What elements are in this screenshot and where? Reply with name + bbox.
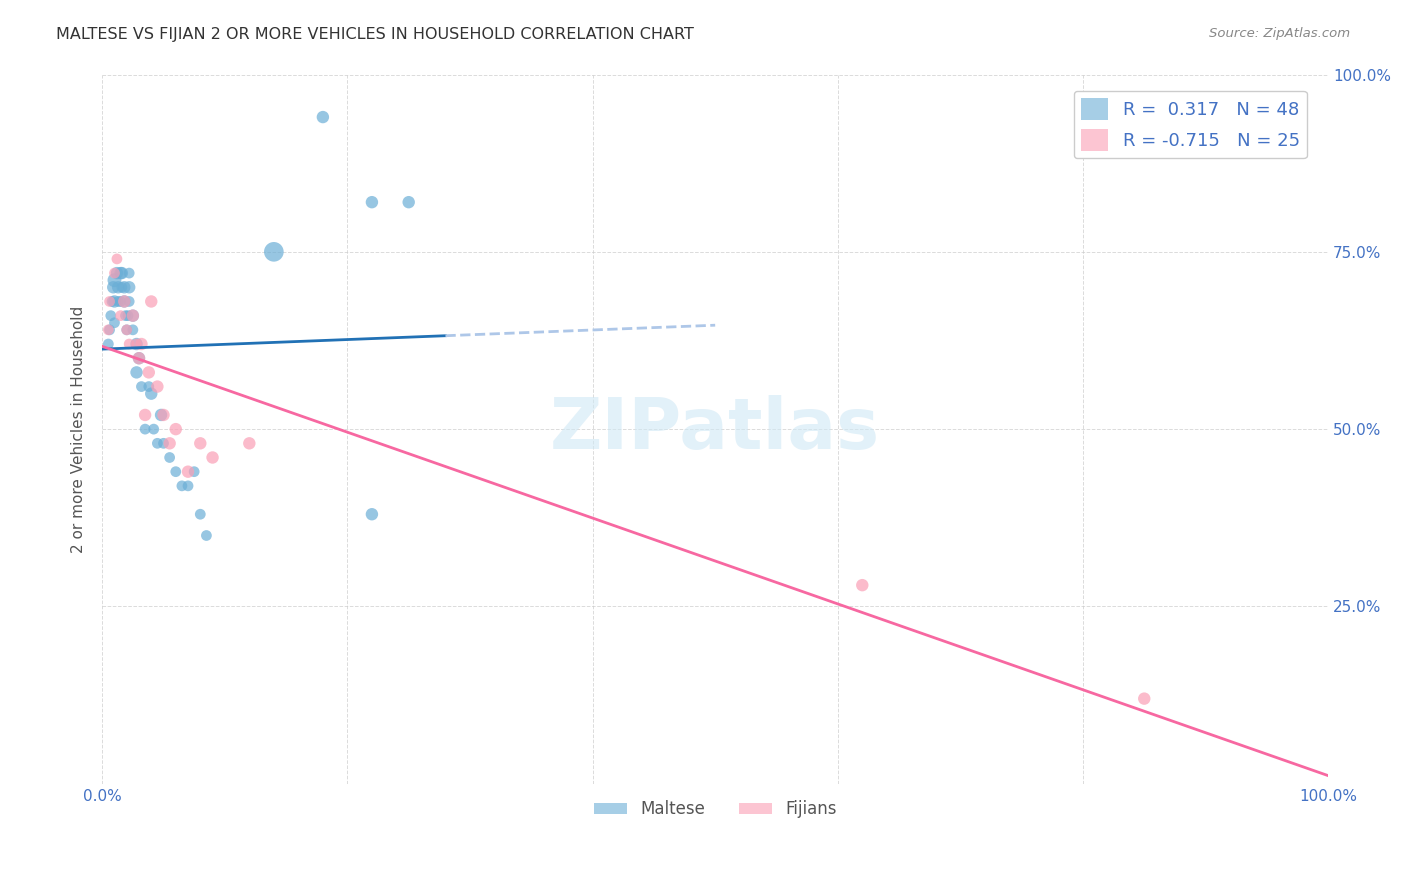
Point xyxy=(1133,691,1156,706)
Point xyxy=(112,280,135,294)
Text: ZIPatlas: ZIPatlas xyxy=(550,394,880,464)
Point xyxy=(188,436,211,450)
Point xyxy=(103,316,125,330)
Point xyxy=(159,450,181,465)
Point xyxy=(146,379,169,393)
Point xyxy=(131,379,153,393)
Point xyxy=(103,280,125,294)
Point xyxy=(107,280,129,294)
Point xyxy=(112,294,135,309)
Point xyxy=(138,379,160,393)
Point xyxy=(195,528,218,542)
Point xyxy=(100,309,122,323)
Y-axis label: 2 or more Vehicles in Household: 2 or more Vehicles in Household xyxy=(72,305,86,553)
Point xyxy=(361,195,384,210)
Point xyxy=(201,450,224,465)
Point xyxy=(118,280,141,294)
Point xyxy=(312,110,335,124)
Point xyxy=(118,266,141,280)
Point xyxy=(118,294,141,309)
Point xyxy=(177,465,200,479)
Point xyxy=(125,365,148,379)
Point xyxy=(121,309,143,323)
Point xyxy=(128,351,150,366)
Point xyxy=(103,266,125,280)
Point xyxy=(141,294,163,309)
Text: MALTESE VS FIJIAN 2 OR MORE VEHICLES IN HOUSEHOLD CORRELATION CHART: MALTESE VS FIJIAN 2 OR MORE VEHICLES IN … xyxy=(56,27,695,42)
Point xyxy=(125,337,148,351)
Point xyxy=(121,309,143,323)
Point xyxy=(117,309,139,323)
Point xyxy=(177,479,200,493)
Point xyxy=(114,309,136,323)
Point xyxy=(398,195,420,210)
Point xyxy=(183,465,205,479)
Point xyxy=(150,408,173,422)
Point xyxy=(125,337,148,351)
Point xyxy=(115,323,138,337)
Text: Source: ZipAtlas.com: Source: ZipAtlas.com xyxy=(1209,27,1350,40)
Point xyxy=(263,244,285,259)
Point xyxy=(131,337,153,351)
Point xyxy=(138,365,160,379)
Point xyxy=(188,507,211,521)
Point xyxy=(142,422,165,436)
Point xyxy=(165,465,187,479)
Point xyxy=(111,266,134,280)
Point xyxy=(141,386,163,401)
Point xyxy=(98,294,121,309)
Point xyxy=(103,273,125,287)
Point xyxy=(152,408,174,422)
Point xyxy=(110,309,132,323)
Point xyxy=(134,422,156,436)
Point xyxy=(118,337,141,351)
Point xyxy=(105,266,128,280)
Point xyxy=(97,337,120,351)
Point xyxy=(165,422,187,436)
Point xyxy=(101,294,124,309)
Point xyxy=(110,266,132,280)
Point xyxy=(105,252,128,266)
Point xyxy=(121,323,143,337)
Point xyxy=(115,323,138,337)
Point xyxy=(159,436,181,450)
Point xyxy=(152,436,174,450)
Point xyxy=(851,578,873,592)
Point xyxy=(238,436,260,450)
Point xyxy=(107,294,129,309)
Point xyxy=(97,323,120,337)
Point xyxy=(110,294,132,309)
Point xyxy=(111,280,134,294)
Point xyxy=(103,294,125,309)
Point xyxy=(146,436,169,450)
Point xyxy=(361,507,384,521)
Point xyxy=(170,479,193,493)
Point xyxy=(112,294,135,309)
Point xyxy=(98,323,121,337)
Legend: Maltese, Fijians: Maltese, Fijians xyxy=(586,794,844,825)
Point xyxy=(128,351,150,366)
Point xyxy=(134,408,156,422)
